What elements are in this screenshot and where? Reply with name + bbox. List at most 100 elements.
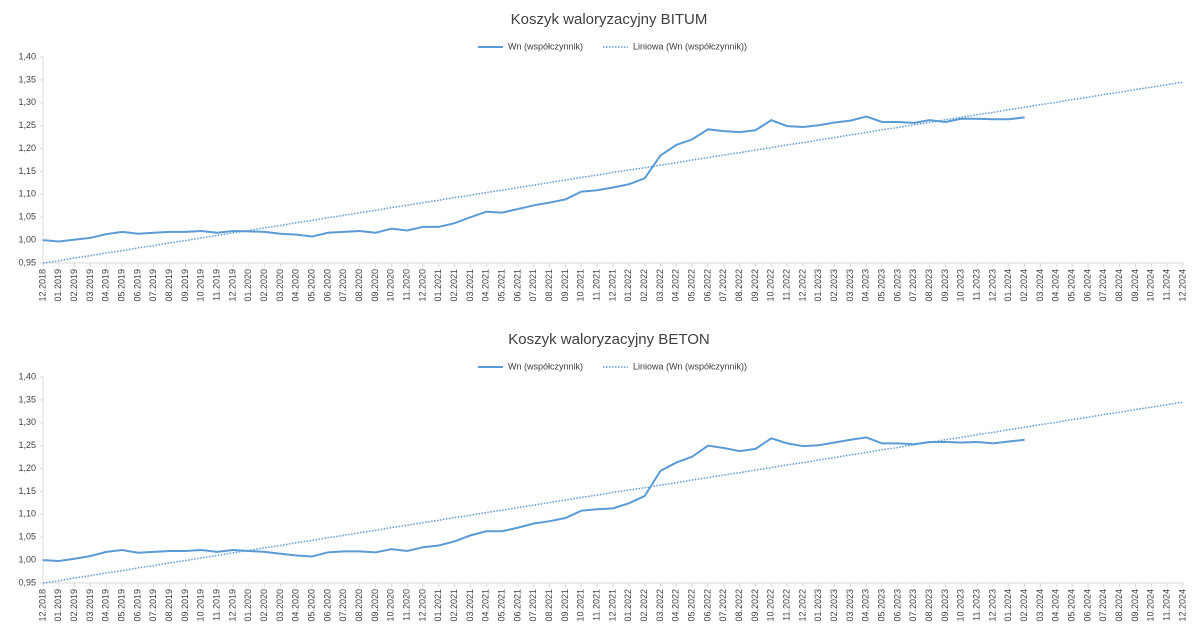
x-tick-label: 06.2021	[512, 269, 522, 302]
x-tick-label: 12.2021	[607, 269, 617, 302]
x-tick-label: 07.2024	[1098, 269, 1108, 302]
x-tick-label: 07.2022	[718, 589, 728, 622]
x-tick-label: 03.2019	[85, 269, 95, 302]
x-tick-label: 04.2022	[671, 589, 681, 622]
y-tick-label: 1,35	[18, 394, 36, 404]
x-tick-label: 09.2021	[560, 269, 570, 302]
x-tick-label: 04.2021	[481, 589, 491, 622]
x-tick-label: 12.2023	[987, 589, 997, 622]
x-tick-label: 06.2022	[702, 589, 712, 622]
x-tick-label: 04.2022	[671, 269, 681, 302]
x-tick-label: 03.2022	[655, 269, 665, 302]
y-tick-label: 1,40	[18, 51, 36, 61]
x-tick-label: 11.2024	[1162, 589, 1172, 621]
x-tick-label: 12.2019	[227, 269, 237, 302]
x-tick-label: 11.2020	[402, 589, 412, 621]
x-tick-label: 09.2021	[560, 589, 570, 622]
series-line	[42, 81, 1184, 264]
x-tick-label: 07.2021	[528, 589, 538, 622]
x-tick-label: 11.2021	[592, 589, 602, 621]
x-tick-label: 03.2023	[845, 269, 855, 302]
x-tick-label: 01.2023	[813, 269, 823, 302]
x-tick-label: 12.2021	[607, 589, 617, 622]
x-tick-label: 03.2021	[465, 269, 475, 302]
x-tick-label: 01.2021	[433, 589, 443, 622]
x-tick-label: 10.2021	[576, 589, 586, 622]
legend-label: Wn (współczynnik)	[508, 361, 583, 371]
x-tick-label: 07.2019	[148, 589, 158, 622]
y-tick-label: 1,00	[18, 554, 36, 564]
x-tick-label: 05.2019	[117, 589, 127, 622]
x-tick-label: 06.2023	[892, 589, 902, 622]
chart-title: Koszyk waloryzacyjny BITUM	[511, 11, 708, 28]
x-tick-label: 05.2020	[307, 589, 317, 622]
x-tick-label: 08.2024	[1114, 589, 1124, 622]
x-tick-label: 08.2020	[354, 589, 364, 622]
x-tick-label: 11.2021	[592, 269, 602, 301]
x-tick-label: 05.2022	[687, 589, 697, 622]
x-tick-label: 03.2019	[85, 589, 95, 622]
x-tick-label: 02.2021	[449, 269, 459, 302]
x-tick-label: 05.2023	[877, 589, 887, 622]
x-tick-label: 09.2022	[750, 589, 760, 622]
x-tick-label: 08.2022	[734, 269, 744, 302]
x-tick-label: 12.2020	[417, 589, 427, 622]
x-tick-label: 08.2021	[544, 269, 554, 302]
x-tick-label: 06.2019	[132, 269, 142, 302]
y-tick-label: 1,35	[18, 74, 36, 84]
x-tick-label: 02.2019	[69, 269, 79, 302]
y-tick-label: 1,40	[18, 371, 36, 381]
x-tick-label: 04.2020	[291, 269, 301, 302]
x-tick-label: 07.2024	[1098, 589, 1108, 622]
x-tick-label: 09.2019	[180, 269, 190, 302]
x-tick-label: 12.2024	[1177, 269, 1187, 302]
x-tick-label: 02.2024	[1019, 269, 1029, 302]
y-tick-label: 1,00	[18, 234, 36, 244]
x-tick-label: 05.2022	[687, 269, 697, 302]
x-tick-label: 09.2023	[940, 589, 950, 622]
x-tick-label: 05.2021	[497, 269, 507, 302]
x-tick-label: 10.2019	[196, 269, 206, 302]
x-tick-label: 11.2022	[782, 589, 792, 621]
x-tick-label: 04.2023	[861, 269, 871, 302]
x-tick-label: 02.2022	[639, 269, 649, 302]
x-tick-label: 12.2024	[1177, 589, 1187, 622]
x-tick-label: 08.2019	[164, 589, 174, 622]
x-tick-label: 11.2023	[972, 269, 982, 301]
x-tick-label: 02.2022	[639, 589, 649, 622]
x-tick-label: 09.2022	[750, 269, 760, 302]
x-tick-label: 08.2021	[544, 589, 554, 622]
x-tick-label: 01.2022	[623, 589, 633, 622]
x-tick-label: 09.2024	[1130, 269, 1140, 302]
series-line	[42, 436, 1025, 563]
x-tick-label: 12.2020	[417, 269, 427, 302]
x-tick-label: 05.2020	[307, 269, 317, 302]
x-tick-label: 06.2023	[892, 269, 902, 302]
x-tick-label: 11.2022	[782, 269, 792, 301]
x-tick-label: 02.2024	[1019, 589, 1029, 622]
legend-label: Wn (współczynnik)	[508, 41, 583, 51]
x-tick-label: 03.2020	[275, 269, 285, 302]
x-tick-label: 11.2024	[1162, 269, 1172, 301]
x-tick-label: 09.2023	[940, 269, 950, 302]
x-tick-label: 04.2024	[1051, 269, 1061, 302]
x-tick-label: 08.2019	[164, 269, 174, 302]
legend-label: Liniowa (Wn (współczynnik))	[633, 361, 747, 371]
series-line	[42, 401, 1184, 584]
y-tick-label: 1,20	[18, 463, 36, 473]
y-tick-label: 1,10	[18, 189, 36, 199]
x-tick-label: 03.2022	[655, 589, 665, 622]
x-tick-label: 06.2019	[132, 589, 142, 622]
x-tick-label: 07.2021	[528, 269, 538, 302]
x-tick-label: 09.2019	[180, 589, 190, 622]
x-tick-label: 01.2020	[243, 269, 253, 302]
x-tick-label: 01.2023	[813, 589, 823, 622]
x-tick-label: 08.2022	[734, 589, 744, 622]
x-tick-label: 08.2023	[924, 269, 934, 302]
x-tick-label: 10.2024	[1146, 269, 1156, 302]
x-tick-label: 03.2024	[1035, 589, 1045, 622]
x-tick-label: 06.2021	[512, 589, 522, 622]
x-tick-label: 01.2024	[1003, 589, 1013, 622]
x-tick-label: 07.2022	[718, 269, 728, 302]
